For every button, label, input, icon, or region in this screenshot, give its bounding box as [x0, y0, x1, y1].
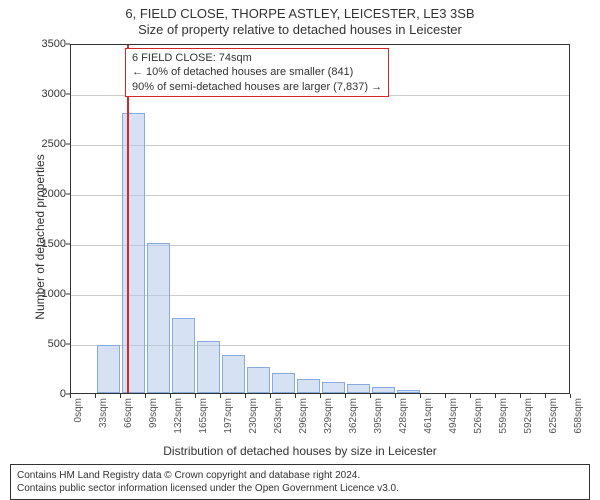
- x-tick-mark: [95, 394, 96, 398]
- x-tick-mark: [70, 394, 71, 398]
- y-tick-label: 500: [26, 338, 66, 350]
- y-tick-label: 2000: [26, 188, 66, 200]
- histogram-bar: [172, 318, 195, 393]
- footer-line1: Contains HM Land Registry data © Crown c…: [17, 469, 583, 482]
- x-tick-label: 592sqm: [523, 398, 534, 458]
- annotation-box: 6 FIELD CLOSE: 74sqm ← 10% of detached h…: [125, 48, 389, 97]
- histogram-bar: [272, 373, 295, 393]
- x-tick-label: 132sqm: [173, 398, 184, 458]
- page: 6, FIELD CLOSE, THORPE ASTLEY, LEICESTER…: [0, 0, 600, 500]
- y-tick-mark: [66, 294, 70, 295]
- y-tick-mark: [66, 144, 70, 145]
- footer-line2: Contains public sector information licen…: [17, 482, 583, 495]
- x-tick-mark: [145, 394, 146, 398]
- x-tick-label: 428sqm: [398, 398, 409, 458]
- x-tick-label: 362sqm: [348, 398, 359, 458]
- x-tick-label: 33sqm: [98, 398, 109, 458]
- footer-attribution: Contains HM Land Registry data © Crown c…: [10, 464, 590, 500]
- x-tick-mark: [570, 394, 571, 398]
- annotation-line2: ← 10% of detached houses are smaller (84…: [132, 65, 382, 79]
- x-tick-mark: [445, 394, 446, 398]
- histogram-bar: [397, 390, 420, 393]
- x-tick-label: 165sqm: [198, 398, 209, 458]
- y-tick-label: 3000: [26, 88, 66, 100]
- y-tick-mark: [66, 194, 70, 195]
- x-tick-mark: [495, 394, 496, 398]
- y-tick-label: 0: [26, 388, 66, 400]
- y-axis-label: Number of detached properties: [33, 137, 47, 337]
- x-tick-mark: [520, 394, 521, 398]
- y-tick-mark: [66, 244, 70, 245]
- x-tick-label: 526sqm: [473, 398, 484, 458]
- y-tick-label: 1000: [26, 288, 66, 300]
- gridline: [71, 245, 569, 246]
- x-tick-mark: [295, 394, 296, 398]
- x-tick-mark: [245, 394, 246, 398]
- property-marker-line: [127, 45, 129, 393]
- x-tick-label: 625sqm: [548, 398, 559, 458]
- x-tick-label: 197sqm: [223, 398, 234, 458]
- gridline: [71, 295, 569, 296]
- x-tick-mark: [195, 394, 196, 398]
- x-tick-label: 658sqm: [573, 398, 584, 458]
- x-tick-label: 461sqm: [423, 398, 434, 458]
- x-tick-mark: [120, 394, 121, 398]
- x-tick-mark: [270, 394, 271, 398]
- gridline: [71, 195, 569, 196]
- x-tick-label: 263sqm: [273, 398, 284, 458]
- x-tick-mark: [370, 394, 371, 398]
- x-tick-mark: [470, 394, 471, 398]
- y-tick-label: 2500: [26, 138, 66, 150]
- y-tick-mark: [66, 94, 70, 95]
- histogram-bar: [247, 367, 270, 393]
- annotation-line3: 90% of semi-detached houses are larger (…: [132, 80, 382, 94]
- x-tick-label: 559sqm: [498, 398, 509, 458]
- x-tick-label: 296sqm: [298, 398, 309, 458]
- x-tick-mark: [220, 394, 221, 398]
- x-tick-mark: [545, 394, 546, 398]
- x-tick-mark: [345, 394, 346, 398]
- y-tick-mark: [66, 344, 70, 345]
- x-tick-label: 0sqm: [73, 398, 84, 458]
- x-tick-label: 99sqm: [148, 398, 159, 458]
- x-tick-mark: [395, 394, 396, 398]
- histogram-bar: [97, 345, 120, 393]
- histogram-bar: [372, 387, 395, 394]
- histogram-bar: [297, 379, 320, 393]
- y-tick-mark: [66, 44, 70, 45]
- histogram-bar: [147, 243, 170, 393]
- x-tick-mark: [320, 394, 321, 398]
- histogram-bar: [222, 355, 245, 393]
- histogram-bar: [197, 341, 220, 393]
- x-tick-label: 230sqm: [248, 398, 259, 458]
- annotation-line1: 6 FIELD CLOSE: 74sqm: [132, 51, 382, 65]
- chart-subtitle: Size of property relative to detached ho…: [0, 22, 600, 37]
- y-tick-label: 3500: [26, 38, 66, 50]
- histogram-bar: [322, 382, 345, 393]
- gridline: [71, 345, 569, 346]
- histogram-bar: [347, 384, 370, 393]
- x-tick-label: 395sqm: [373, 398, 384, 458]
- x-tick-mark: [170, 394, 171, 398]
- gridline: [71, 145, 569, 146]
- x-tick-label: 329sqm: [323, 398, 334, 458]
- x-tick-label: 494sqm: [448, 398, 459, 458]
- chart-title: 6, FIELD CLOSE, THORPE ASTLEY, LEICESTER…: [0, 6, 600, 21]
- x-tick-mark: [420, 394, 421, 398]
- histogram-bar: [122, 113, 145, 393]
- x-tick-label: 66sqm: [123, 398, 134, 458]
- y-tick-label: 1500: [26, 238, 66, 250]
